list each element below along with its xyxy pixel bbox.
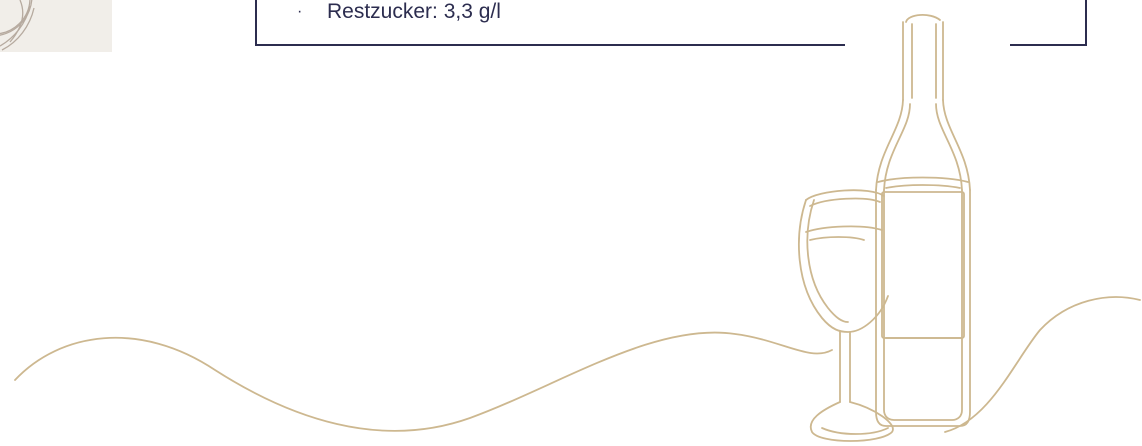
wine-specs-list: · Restzucker: 3,3 g/l [297, 0, 501, 29]
corner-decor-panel [0, 0, 112, 52]
bullet-icon: · [297, 3, 303, 20]
wine-specs-box [255, 0, 1087, 46]
residual-sugar-item: · Restzucker: 3,3 g/l [297, 0, 501, 29]
residual-sugar-text: Restzucker: 3,3 g/l [327, 0, 501, 23]
decorative-circle-icon [0, 0, 35, 51]
